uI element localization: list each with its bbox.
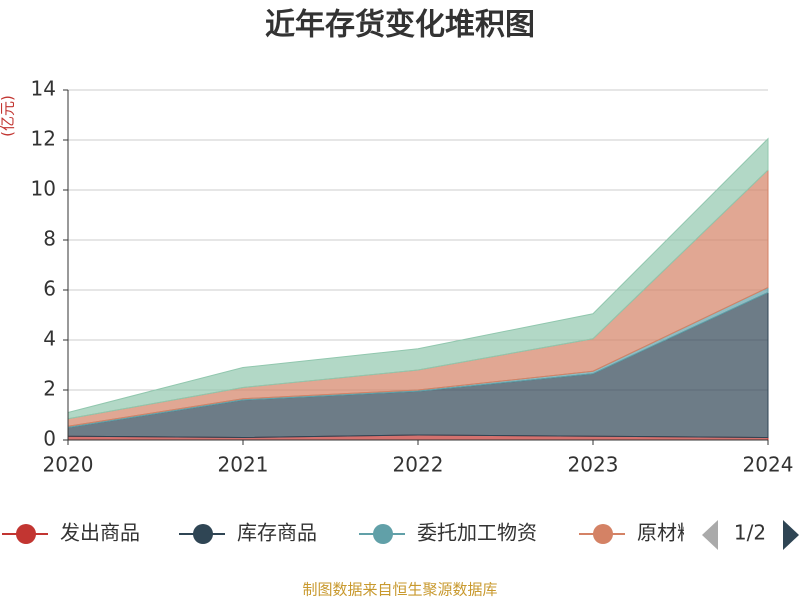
y-tick-label: 14 xyxy=(31,77,56,101)
pager-text: 1/2 xyxy=(734,521,766,545)
area xyxy=(67,137,769,420)
y-tick-label: 12 xyxy=(31,127,56,151)
legend-label: 原材料 xyxy=(637,521,697,545)
legend-label: 委托加工物资 xyxy=(417,521,537,545)
x-tick-label: 2023 xyxy=(568,453,619,477)
x-tick-label: 2021 xyxy=(218,453,269,477)
y-tick-label: 0 xyxy=(43,427,56,451)
pager-prev[interactable] xyxy=(702,520,718,550)
y-tick-label: 6 xyxy=(43,277,56,301)
y-tick-label: 8 xyxy=(43,227,56,251)
legend-marker xyxy=(193,524,213,544)
y-axis-label: (亿元) xyxy=(0,95,17,137)
legend-marker xyxy=(373,524,393,544)
legend-label: 发出商品 xyxy=(60,521,140,545)
legend-marker xyxy=(593,524,613,544)
pager-next[interactable] xyxy=(783,520,799,550)
legend-marker xyxy=(16,524,36,544)
y-tick-label: 2 xyxy=(43,377,56,401)
legend-label: 库存商品 xyxy=(237,521,317,545)
x-tick-label: 2020 xyxy=(43,453,94,477)
legend: 发出商品 库存商品 委托加工物资 原材料 1/2 xyxy=(2,520,799,550)
legend-items: 发出商品 库存商品 委托加工物资 原材料 xyxy=(2,521,697,545)
x-tick-label: 2024 xyxy=(743,453,794,477)
plot: 0 2 4 6 8 10 12 14 2020 2021 2022 2023 2024 xyxy=(31,77,794,477)
y-tick-label: 4 xyxy=(43,327,56,351)
x-tick-label: 2022 xyxy=(393,453,444,477)
chart-title: 近年存货变化堆积图 xyxy=(265,8,535,43)
y-tick-label: 10 xyxy=(31,177,56,201)
source: 制图数据来自恒生聚源数据库 xyxy=(302,581,497,599)
